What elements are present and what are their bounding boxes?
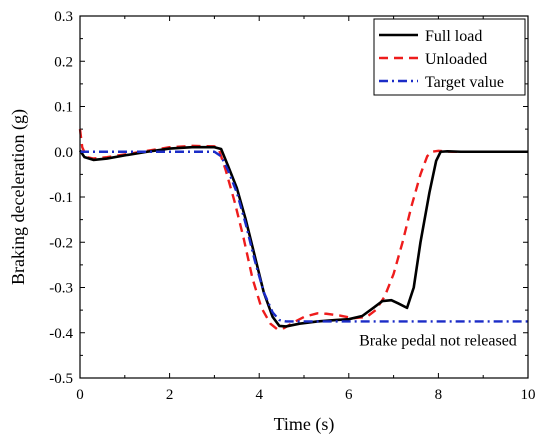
y-tick-label: 0.0 bbox=[54, 145, 73, 161]
x-tick-label: 10 bbox=[521, 387, 536, 403]
series-line-full-load bbox=[78, 145, 528, 328]
y-axis-label: Braking deceleration (g) bbox=[8, 109, 29, 285]
legend-label: Target value bbox=[425, 74, 504, 91]
y-ticks: -0.5 -0.4 -0.3 -0.2 -0.1 0.0 0.1 0.2 0.3 bbox=[49, 9, 528, 387]
y-tick-label: -0.4 bbox=[49, 326, 73, 342]
x-tick-label: 8 bbox=[435, 387, 443, 403]
y-tick-label: 0.1 bbox=[54, 100, 73, 116]
series-line-unloaded bbox=[78, 128, 528, 331]
y-tick-label: -0.2 bbox=[49, 235, 73, 251]
y-tick-label: 0.3 bbox=[54, 9, 73, 25]
series-line-target-value bbox=[80, 150, 528, 323]
x-tick-label: 0 bbox=[76, 387, 84, 403]
y-tick-label: 0.2 bbox=[54, 54, 73, 70]
x-axis-label: Time (s) bbox=[274, 414, 335, 435]
legend-label: Full load bbox=[425, 28, 482, 45]
y-tick-label: -0.3 bbox=[49, 281, 73, 297]
x-tick-label: 6 bbox=[345, 387, 353, 403]
x-tick-label: 2 bbox=[166, 387, 174, 403]
x-tick-label: 4 bbox=[255, 387, 263, 403]
legend-label: Unloaded bbox=[425, 51, 487, 68]
y-tick-label: -0.5 bbox=[49, 371, 73, 387]
series-layer bbox=[78, 128, 528, 331]
legend: Full load Unloaded Target value bbox=[373, 18, 526, 96]
annotation-brake-pedal-not-released: Brake pedal not released bbox=[359, 333, 517, 350]
plot-frame bbox=[79, 15, 529, 379]
y-tick-label: -0.1 bbox=[49, 190, 73, 206]
